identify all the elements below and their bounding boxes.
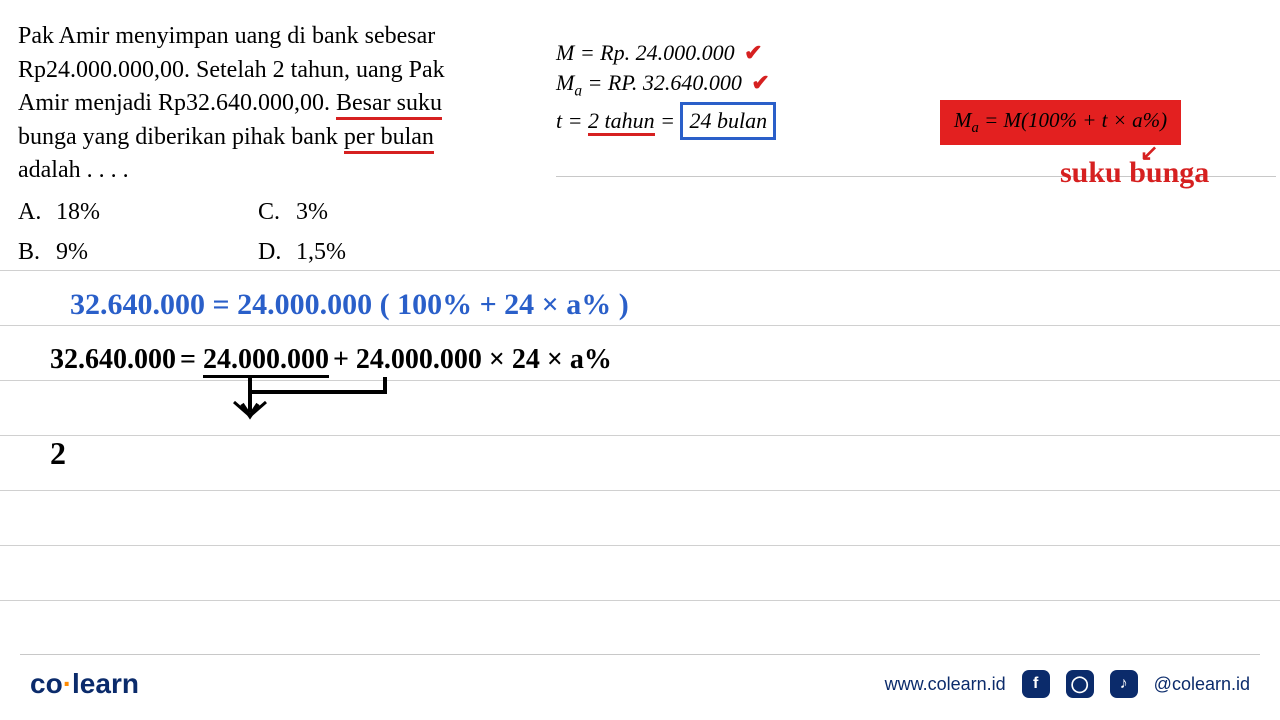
problem-text: Pak Amir menyimpan uang di bank sebesar … (18, 20, 558, 269)
ruled-line (0, 600, 1280, 601)
problem-line: Rp24.000.000,00. Setelah 2 tahun, uang P… (18, 54, 558, 88)
option-a: A.18% (18, 196, 258, 230)
footer-handle: @colearn.id (1154, 674, 1250, 695)
ruled-line (0, 435, 1280, 436)
instagram-icon: ◯ (1066, 670, 1094, 698)
tiktok-icon: ♪ (1110, 670, 1138, 698)
footer: co·learn www.colearn.id f ◯ ♪ @colearn.i… (0, 668, 1280, 700)
problem-line: Amir menjadi Rp32.640.000,00. Besar suku (18, 87, 558, 121)
ruled-line (0, 380, 1280, 381)
option-c: C.3% (258, 196, 458, 230)
answer-options: A.18% C.3% B.9% D.1,5% (18, 196, 558, 269)
problem-line: bunga yang diberikan pihak bank per bula… (18, 121, 558, 155)
ruled-line (0, 270, 1280, 271)
given-ma: Ma = RP. 32.640.000 ✔ (556, 68, 776, 102)
underlined-phrase: per bulan (344, 124, 434, 154)
footer-url: www.colearn.id (885, 674, 1006, 695)
footer-rule (20, 654, 1260, 655)
given-t: t = 2 tahun = 24 bulan (556, 102, 776, 140)
work-line-3: 2 (50, 435, 66, 472)
ruled-line (0, 545, 1280, 546)
work-line-1: 32.640.000 = 24.000.000 ( 100% + 24 × a%… (70, 288, 629, 322)
suku-bunga-label: suku bunga (1060, 156, 1209, 190)
facebook-icon: f (1022, 670, 1050, 698)
check-icon: ✔ (744, 40, 762, 65)
brace-arrow-icon (220, 372, 400, 422)
check-icon: ✔ (751, 70, 769, 95)
logo: co·learn (30, 668, 139, 700)
ruled-line (0, 490, 1280, 491)
footer-right: www.colearn.id f ◯ ♪ @colearn.id (885, 670, 1250, 698)
problem-line: adalah . . . . (18, 154, 558, 188)
boxed-value: 24 bulan (680, 102, 776, 140)
given-m: M = Rp. 24.000.000 ✔ (556, 38, 776, 68)
underlined-phrase: Besar suku (336, 90, 442, 120)
option-d: D.1,5% (258, 236, 458, 270)
option-b: B.9% (18, 236, 258, 270)
formula-box: Ma = M(100% + t × a%) (940, 100, 1181, 145)
given-values: M = Rp. 24.000.000 ✔ Ma = RP. 32.640.000… (556, 38, 776, 140)
ruled-line (0, 325, 1280, 326)
problem-line: Pak Amir menyimpan uang di bank sebesar (18, 20, 558, 54)
